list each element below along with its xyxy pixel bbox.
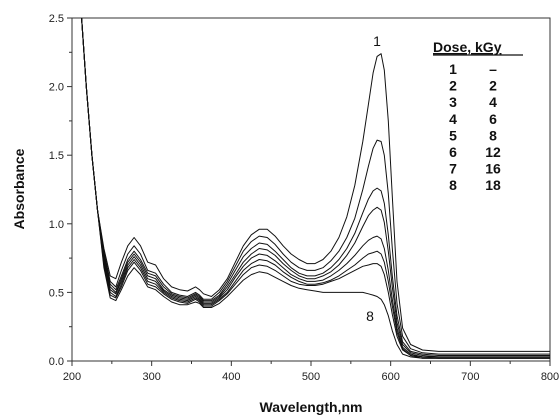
y-axis-ticks: 0.0 0.5 1.0 1.5 2.0 2.5 <box>49 13 72 368</box>
curves-group <box>81 18 550 359</box>
x-tick-label: 600 <box>381 371 399 383</box>
legend-curve-number: 8 <box>449 177 457 193</box>
y-tick-label: 2.5 <box>49 13 64 25</box>
series-line-6 <box>81 18 550 359</box>
y-tick-label: 0.5 <box>49 287 64 299</box>
legend-curve-number: 5 <box>449 127 457 143</box>
legend-header: Dose, kGy <box>433 39 502 55</box>
x-axis-ticks: 200 300 400 500 600 700 800 <box>63 361 559 383</box>
legend-dose-value: – <box>489 61 497 77</box>
x-axis-title: Wavelength,nm <box>260 399 363 415</box>
legend-curve-number: 4 <box>449 111 457 127</box>
legend-dose-value: 18 <box>485 177 501 193</box>
legend-curve-number: 1 <box>449 61 457 77</box>
series-line-2 <box>81 18 550 355</box>
y-tick-label: 2.0 <box>49 82 64 94</box>
x-tick-label: 700 <box>461 371 479 383</box>
y-tick-label: 1.5 <box>49 150 64 162</box>
plot-frame <box>71 17 551 362</box>
x-tick-label: 800 <box>541 371 559 383</box>
legend-curve-number: 3 <box>449 94 457 110</box>
y-axis-title: Absorbance <box>11 148 27 229</box>
curve-labels: 18 <box>366 33 381 324</box>
series-line-5 <box>81 18 550 358</box>
x-tick-label: 500 <box>302 371 320 383</box>
curve-label-8: 8 <box>366 308 374 324</box>
y-tick-label: 0.0 <box>49 356 64 368</box>
legend-dose-value: 8 <box>489 127 497 143</box>
y-tick-label: 1.0 <box>49 219 64 231</box>
legend-dose-value: 4 <box>489 94 497 110</box>
legend-curve-number: 7 <box>449 161 457 177</box>
series-line-3 <box>81 18 550 356</box>
x-tick-label: 400 <box>222 371 240 383</box>
legend-dose-value: 2 <box>489 78 497 94</box>
x-tick-label: 200 <box>63 371 81 383</box>
legend-curve-number: 2 <box>449 78 457 94</box>
series-line-4 <box>81 18 550 358</box>
series-line-7 <box>81 18 550 359</box>
series-line-1 <box>81 18 550 352</box>
legend-dose-value: 12 <box>485 144 501 160</box>
legend-dose-value: 6 <box>489 111 497 127</box>
legend-curve-number: 6 <box>449 144 457 160</box>
curve-label-1: 1 <box>373 33 381 49</box>
x-tick-label: 300 <box>142 371 160 383</box>
series-line-8 <box>81 18 550 359</box>
legend-dose-value: 16 <box>485 161 501 177</box>
